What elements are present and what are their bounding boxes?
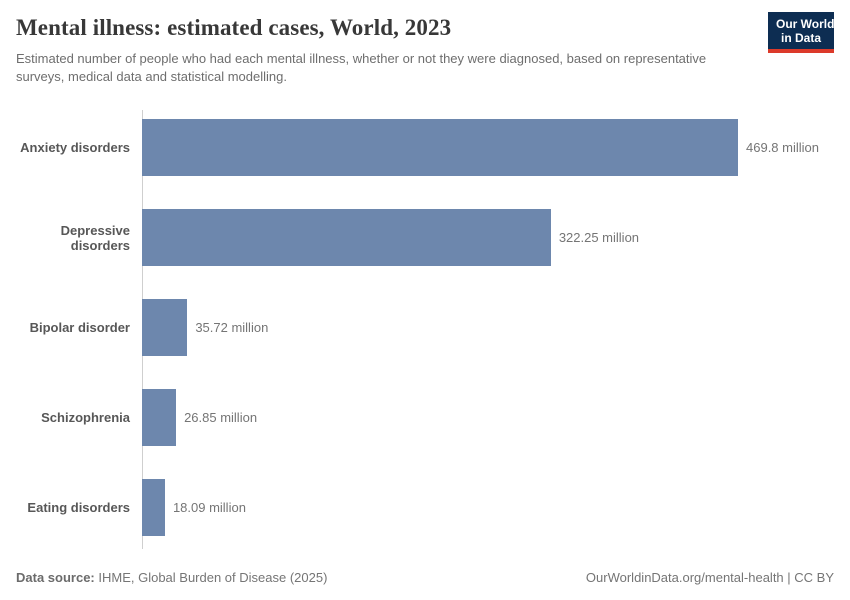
category-label: Anxiety disorders [20, 140, 130, 155]
category-label: Eating disorders [27, 500, 130, 515]
bar-row-schizophrenia: Schizophrenia 26.85 million [0, 389, 850, 446]
bar-eating-disorders[interactable] [142, 479, 165, 536]
chart-header: Mental illness: estimated cases, World, … [16, 12, 834, 86]
bar-rows: Anxiety disorders 469.8 million Depressi… [0, 119, 850, 536]
data-source-text: IHME, Global Burden of Disease (2025) [94, 570, 328, 585]
owid-logo-line1: Our World [776, 17, 835, 31]
value-label: 26.85 million [184, 410, 258, 425]
value-label: 322.25 million [558, 230, 640, 245]
bar-row-eating-disorders: Eating disorders 18.09 million [0, 479, 850, 536]
value-label: 35.72 million [195, 320, 269, 335]
bar-row-bipolar-disorder: Bipolar disorder 35.72 million [0, 299, 850, 356]
bar-chart: Anxiety disorders 469.8 million Depressi… [0, 110, 850, 550]
data-source-label: Data source: [16, 570, 95, 585]
page-title: Mental illness: estimated cases, World, … [16, 15, 452, 40]
bar-anxiety-disorders[interactable] [142, 119, 738, 176]
bar-row-anxiety-disorders: Anxiety disorders 469.8 million [0, 119, 850, 176]
owid-url-link[interactable]: OurWorldinData.org/mental-health | CC BY [585, 570, 834, 585]
data-source-note: Data source: IHME, Global Burden of Dise… [16, 570, 327, 585]
bar-schizophrenia[interactable] [142, 389, 177, 446]
chart-subtitle: Estimated number of people who had each … [16, 51, 707, 84]
bar-depressive-disorders[interactable] [142, 209, 551, 266]
owid-logo-line2: in Data [780, 31, 821, 45]
value-label: 469.8 million [746, 140, 819, 155]
category-label: Bipolar disorder [29, 320, 130, 335]
value-label: 18.09 million [172, 500, 246, 515]
bar-bipolar-disorder[interactable] [142, 299, 188, 356]
bar-row-depressive-disorders: Depressive disorders 322.25 million [0, 209, 850, 266]
category-label: Schizophrenia [41, 410, 130, 425]
category-label: Depressive disorders [60, 222, 130, 253]
owid-logo: Our World in Data [768, 12, 834, 53]
chart-footer: Data source: IHME, Global Burden of Dise… [16, 570, 834, 585]
